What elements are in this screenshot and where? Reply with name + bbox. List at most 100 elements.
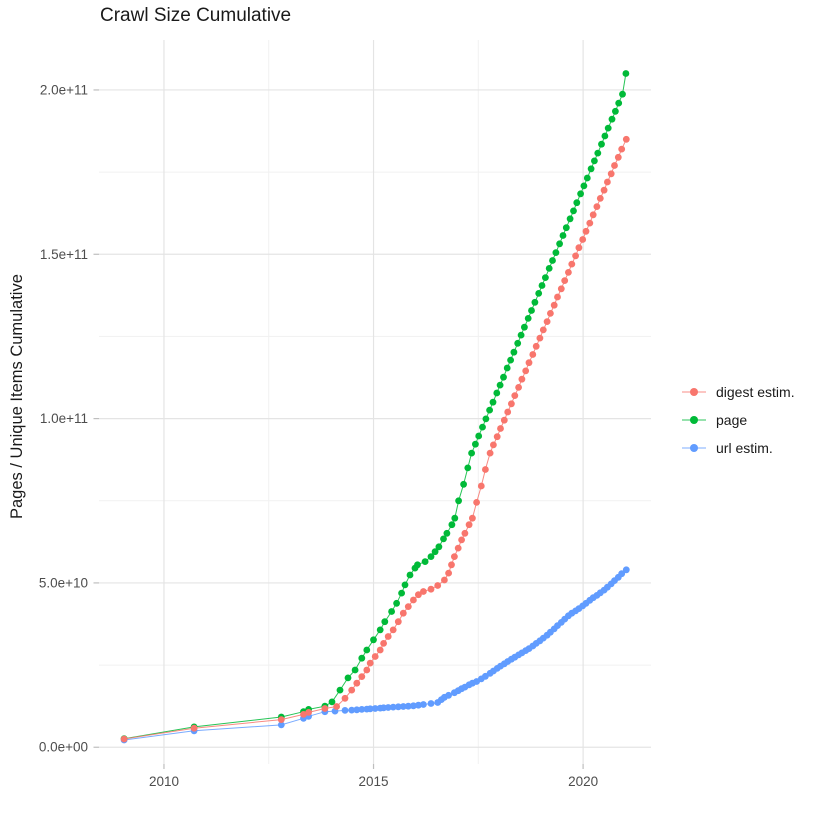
data-point: [608, 115, 616, 123]
data-point: [398, 589, 405, 597]
data-point: [493, 433, 501, 441]
data-point: [562, 224, 570, 232]
legend-key-icon: [682, 416, 706, 424]
data-point: [404, 603, 412, 610]
legend-item-url-estim-: url estim.: [681, 440, 795, 456]
data-point: [415, 701, 422, 709]
data-point: [489, 398, 497, 406]
data-point: [305, 709, 312, 716]
data-point: [389, 703, 397, 711]
data-point: [482, 466, 489, 473]
data-point: [366, 705, 374, 713]
data-point: [451, 553, 458, 560]
data-point: [528, 307, 535, 314]
data-point: [363, 666, 371, 674]
legend-item-digest-estim-: digest estim.: [681, 384, 795, 400]
data-point: [479, 423, 486, 431]
data-point: [611, 162, 618, 169]
legend-label: url estim.: [716, 440, 773, 456]
data-point: [440, 535, 447, 543]
data-point: [490, 441, 497, 449]
data-point: [448, 521, 456, 529]
data-point: [536, 334, 544, 342]
data-point: [507, 356, 514, 364]
gridlines-minor: [99, 40, 651, 764]
data-point: [441, 576, 448, 584]
data-point: [120, 735, 128, 743]
data-point: [604, 124, 612, 132]
data-point: [517, 331, 525, 339]
data-point: [277, 721, 285, 729]
data-point: [543, 318, 551, 325]
data-point: [406, 571, 414, 579]
x-tick-label: 2015: [359, 774, 389, 789]
data-point: [363, 646, 371, 654]
data-point: [472, 440, 479, 448]
data-point: [414, 561, 421, 569]
data-point: [547, 310, 554, 317]
data-point: [427, 553, 435, 560]
data-point: [593, 203, 601, 211]
data-point: [604, 178, 611, 186]
data-point: [394, 618, 402, 626]
data-point: [348, 686, 356, 694]
data-point: [431, 548, 439, 556]
data-point: [384, 704, 392, 711]
data-point: [589, 211, 597, 219]
data-point: [333, 703, 340, 710]
chart-title: Crawl Size Cumulative: [100, 5, 292, 26]
data-point: [568, 260, 576, 268]
data-point: [583, 174, 591, 182]
x-tick-label: 2020: [568, 774, 598, 789]
legend: digest estim. page url estim.: [681, 384, 795, 456]
data-point: [549, 257, 556, 264]
data-point: [545, 265, 553, 272]
data-point: [538, 282, 546, 289]
data-point: [500, 373, 507, 381]
data-point: [556, 240, 563, 248]
data-point: [448, 561, 455, 569]
data-point: [351, 666, 359, 674]
data-point: [190, 724, 198, 732]
data-point: [508, 400, 515, 408]
data-point: [464, 464, 472, 472]
data-point: [399, 609, 407, 617]
data-point: [622, 135, 630, 143]
data-point: [380, 640, 387, 647]
data-point: [415, 591, 422, 599]
data-point: [469, 514, 476, 522]
data-point: [370, 636, 377, 644]
data-point: [384, 633, 392, 640]
data-point: [601, 132, 609, 140]
data-point: [321, 705, 329, 712]
data-point: [600, 186, 608, 194]
data-point: [596, 195, 604, 202]
data-point: [475, 432, 483, 440]
data-point: [565, 269, 572, 276]
data-point: [381, 618, 389, 626]
y-tick-label: 5.0e+10: [39, 575, 88, 590]
data-point: [358, 673, 366, 680]
data-point: [427, 700, 435, 707]
data-point: [486, 449, 494, 457]
data-point: [410, 596, 417, 604]
data-point: [389, 626, 397, 634]
series-line: [124, 139, 627, 740]
data-point: [277, 716, 285, 723]
series-page: [120, 70, 630, 743]
data-point: [582, 227, 590, 235]
data-point: [591, 157, 598, 165]
data-point: [586, 219, 594, 227]
data-point: [515, 384, 522, 391]
x-tick-label: 2010: [149, 774, 179, 789]
data-point: [468, 449, 475, 457]
data-point: [451, 514, 459, 522]
data-point: [619, 90, 626, 98]
data-point: [511, 392, 519, 399]
data-point: [550, 301, 558, 309]
data-point: [570, 207, 577, 215]
axis-ticks: 2010 2015 2020 0.0e+00 5.0e+10 1.0e+11 1.5e+11…: [39, 82, 598, 789]
data-point: [518, 375, 526, 383]
data-point: [557, 285, 565, 293]
